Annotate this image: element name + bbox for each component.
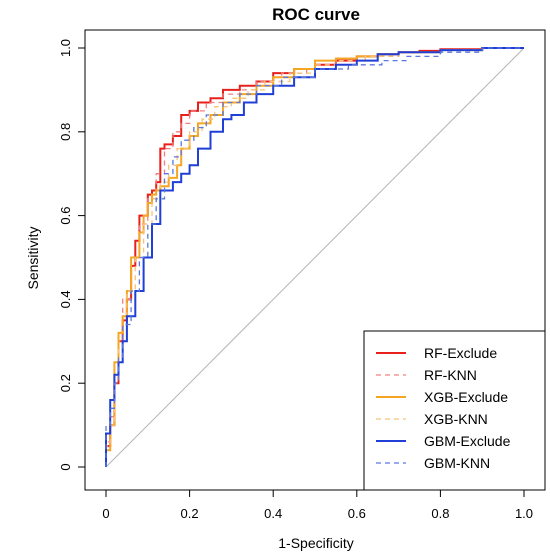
y-tick-label: 0.2 — [58, 374, 73, 392]
y-tick-label: 1.0 — [58, 39, 73, 57]
reference-diagonal — [105, 47, 525, 468]
y-tick-label: 0 — [58, 463, 73, 470]
y-tick-label: 0.6 — [58, 207, 73, 225]
legend-label-gbm-exclude: GBM-Exclude — [424, 433, 511, 449]
x-tick-label: 0.6 — [348, 506, 366, 521]
legend: RF-Exclude RF-KNN XGB-Exclude XGB-KNN GBM-Ex… — [363, 330, 546, 491]
legend-label-xgb-exclude: XGB-Exclude — [424, 389, 508, 405]
x-axis: 0 0.2 0.4 0.6 0.8 1.0 — [102, 489, 533, 521]
y-tick-label: 0.4 — [58, 290, 73, 308]
chart-title: ROC curve — [272, 5, 360, 24]
legend-label-rf-exclude: RF-Exclude — [424, 345, 497, 361]
y-axis-label: Sensitivity — [25, 226, 41, 289]
series-line-rf-knn — [105, 47, 524, 467]
y-axis: 0 0.2 0.4 0.6 0.8 1.0 — [58, 39, 86, 471]
x-axis-label: 1-Specificity — [278, 535, 353, 551]
legend-label-xgb-knn: XGB-KNN — [424, 411, 488, 427]
series-line-gbm-knn — [105, 47, 524, 467]
plot-area — [105, 47, 525, 468]
legend-label-rf-knn: RF-KNN — [424, 367, 477, 383]
legend-label-gbm-knn: GBM-KNN — [424, 455, 490, 471]
x-tick-label: 1.0 — [515, 506, 533, 521]
x-tick-label: 0.8 — [431, 506, 449, 521]
x-tick-label: 0 — [102, 506, 109, 521]
x-tick-label: 0.4 — [264, 506, 282, 521]
x-tick-label: 0.2 — [181, 506, 199, 521]
series-line-gbm-exclude — [105, 47, 524, 467]
y-tick-label: 0.8 — [58, 123, 73, 141]
